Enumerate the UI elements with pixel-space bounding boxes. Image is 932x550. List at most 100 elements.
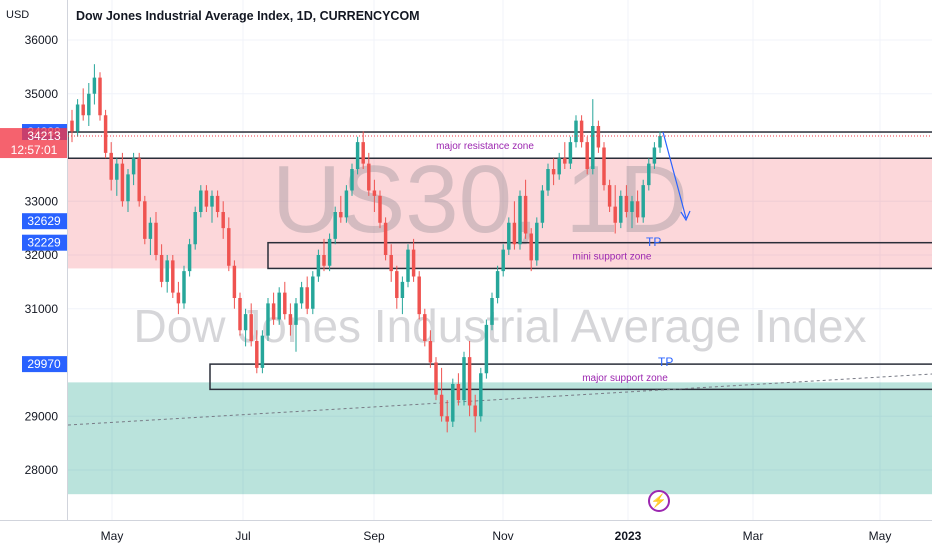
candle-27 <box>221 201 225 239</box>
trend-line <box>67 373 932 426</box>
candle-22 <box>193 206 197 250</box>
countdown-timer: 12:57:01 <box>11 143 58 157</box>
candle-body <box>540 190 545 223</box>
candle-body <box>585 142 589 169</box>
candle-body <box>619 195 623 223</box>
candle-body <box>568 142 573 164</box>
candle-61 <box>411 238 416 282</box>
candle-body <box>159 255 164 282</box>
time-tick-4: 2023 <box>615 529 642 543</box>
candle-body <box>557 158 561 175</box>
candle-body <box>630 201 634 212</box>
price-marker-2: 32629 <box>22 213 67 230</box>
candle-body <box>288 314 293 325</box>
candle-body <box>115 163 119 180</box>
price-tick-4: 31000 <box>25 302 59 316</box>
candle-54 <box>372 179 377 212</box>
candle-91 <box>579 115 584 148</box>
candle-37 <box>277 287 281 325</box>
time-axis-background <box>0 520 932 550</box>
candle-105 <box>658 131 662 153</box>
candle-body <box>551 169 556 175</box>
candle-body <box>383 222 388 255</box>
candle-41 <box>299 281 304 309</box>
candle-body <box>260 335 265 368</box>
candle-body <box>92 77 97 94</box>
projection-arrow <box>662 131 691 222</box>
price-marker-box <box>22 356 67 373</box>
candle-body <box>199 190 203 212</box>
candle-2 <box>81 88 85 121</box>
candle-13 <box>143 195 147 245</box>
candle-98 <box>619 190 623 229</box>
candle-38 <box>283 281 287 320</box>
candle-body <box>439 394 444 417</box>
candle-body <box>367 163 371 191</box>
price-marker-4: 29970 <box>22 356 67 373</box>
price-marker-box <box>22 213 67 230</box>
candle-body <box>417 276 421 315</box>
candle-body <box>434 362 438 395</box>
candle-body <box>624 195 629 212</box>
price-marker-value: 32629 <box>27 214 61 228</box>
candle-31 <box>243 308 248 347</box>
price-tick-labels: 36000 35000 33000 32000 31000 29000 28000 <box>25 33 59 477</box>
candle-body <box>546 169 550 191</box>
candle-body <box>658 136 662 148</box>
candle-body <box>327 238 332 266</box>
zone-label-2: major support zone <box>582 373 668 384</box>
candle-26 <box>215 190 220 218</box>
candle-72 <box>473 394 477 433</box>
candle-body <box>126 174 130 202</box>
candle-94 <box>596 120 601 153</box>
candle-body <box>411 249 416 277</box>
candle-body <box>484 324 489 374</box>
candle-77 <box>501 244 505 277</box>
candle-body <box>271 303 276 320</box>
candle-body <box>283 292 287 315</box>
price-tick-5: 29000 <box>25 409 59 423</box>
candle-19 <box>176 281 181 315</box>
candle-body <box>507 222 511 250</box>
candle-body <box>339 212 343 218</box>
candle-0 <box>70 109 74 143</box>
candle-97 <box>613 185 617 234</box>
candle-76 <box>495 265 500 304</box>
candlestick-series <box>68 64 932 433</box>
candle-body <box>210 195 214 207</box>
candle-body <box>305 287 309 309</box>
candle-32 <box>249 303 253 347</box>
candle-79 <box>512 201 517 250</box>
candle-34 <box>260 330 265 374</box>
candle-103 <box>647 158 651 191</box>
candle-body <box>574 120 578 143</box>
candle-17 <box>165 255 169 293</box>
candle-67 <box>445 400 449 433</box>
candle-74 <box>484 319 489 379</box>
candle-body <box>238 298 242 331</box>
candle-body <box>591 126 595 169</box>
candle-89 <box>568 136 573 169</box>
candle-body <box>563 158 567 164</box>
candle-body <box>607 185 612 207</box>
lightning-icon[interactable]: ⚡ <box>648 490 670 512</box>
candle-body <box>187 244 192 272</box>
candle-body <box>232 265 237 298</box>
candle-95 <box>602 142 606 191</box>
candle-body <box>148 222 153 239</box>
zone-labels: major resistance zone mini support zone ma… <box>436 141 668 384</box>
candle-body <box>428 341 433 363</box>
candle-71 <box>467 341 472 417</box>
candle-4 <box>92 64 97 105</box>
time-tick-5: Mar <box>743 529 764 543</box>
target-label-2: TP <box>658 355 673 369</box>
candle-12 <box>137 152 141 207</box>
candle-40 <box>294 298 298 352</box>
candle-body <box>613 206 617 223</box>
watermark-name: Dow Jones Industrial Average Index <box>133 300 866 352</box>
candle-14 <box>148 217 153 255</box>
candle-3 <box>87 83 91 126</box>
time-axis[interactable]: May Jul Sep Nov 2023 Mar May <box>0 520 932 550</box>
